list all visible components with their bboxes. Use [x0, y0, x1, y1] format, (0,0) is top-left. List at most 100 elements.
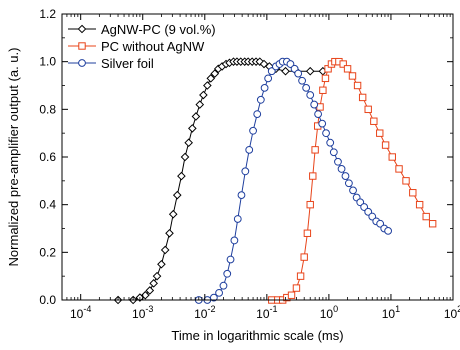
- circle-marker: [298, 76, 306, 85]
- diamond-marker: [210, 69, 220, 78]
- circle-marker: [322, 129, 330, 138]
- square-marker: [296, 272, 305, 280]
- square-marker: [300, 253, 308, 261]
- y-tick-label: 1.0: [39, 55, 56, 69]
- circle-marker: [344, 179, 353, 188]
- diamond-marker: [195, 100, 205, 109]
- square-marker: [364, 105, 372, 114]
- square-marker: [376, 129, 384, 137]
- x-tick-label: 10-1: [256, 304, 277, 321]
- legend-diamond-marker: [77, 24, 87, 34]
- diamond-marker: [199, 90, 208, 100]
- diamond-marker: [172, 190, 182, 200]
- diamond-marker: [188, 124, 197, 133]
- legend-circle-marker: [78, 59, 86, 67]
- square-marker: [321, 74, 330, 83]
- circle-marker: [260, 83, 269, 92]
- circle-marker: [341, 172, 350, 180]
- y-tick-label: 0.8: [39, 102, 56, 116]
- x-tick-label: 102: [444, 304, 460, 321]
- circle-marker: [384, 226, 393, 235]
- x-tick-label: 101: [382, 304, 400, 321]
- square-marker: [303, 229, 312, 237]
- square-marker: [292, 284, 301, 292]
- square-marker: [358, 93, 367, 102]
- square-marker: [348, 72, 357, 80]
- legend-label: Silver foil: [101, 56, 154, 71]
- square-marker: [395, 165, 403, 173]
- y-tick-label: 1.2: [39, 7, 56, 21]
- data-layer: [113, 57, 437, 305]
- x-tick-label: 10-3: [132, 304, 153, 321]
- x-tick-label: 10-4: [70, 304, 91, 321]
- y-tick-label: 0.6: [39, 150, 56, 164]
- square-marker: [422, 212, 430, 221]
- circle-marker: [264, 74, 273, 83]
- circle-marker: [318, 119, 327, 128]
- circle-marker: [286, 60, 295, 68]
- square-marker: [409, 189, 417, 197]
- square-marker: [415, 200, 424, 209]
- diamond-marker: [145, 286, 155, 295]
- square-marker: [428, 220, 437, 228]
- axis-layer: 10-4 10-3 10-2 10-1 100 101 102 0.0 0.2 0.4 0.6 0.8…: [6, 7, 460, 343]
- square-marker: [309, 172, 317, 180]
- diamond-marker: [177, 171, 186, 181]
- diamond-marker: [168, 209, 178, 219]
- square-marker: [388, 153, 396, 161]
- square-marker: [343, 65, 352, 73]
- square-marker: [319, 86, 327, 94]
- circle-marker: [245, 145, 254, 154]
- diamond-marker: [281, 66, 290, 76]
- x-tick-label: 100: [320, 304, 338, 321]
- circle-marker: [267, 67, 276, 76]
- y-axis-title: Normalized pre-amplifier output (a. u.): [6, 48, 21, 267]
- square-marker: [402, 177, 410, 185]
- circle-marker: [326, 138, 335, 147]
- y-tick-label: 0.2: [39, 245, 56, 259]
- circle-marker: [334, 157, 342, 166]
- diamond-marker: [184, 138, 193, 148]
- diamond-marker: [165, 228, 174, 238]
- circle-marker: [256, 95, 265, 104]
- diamond-marker: [180, 152, 190, 162]
- circle-marker: [329, 148, 338, 157]
- diamond-marker: [152, 271, 162, 281]
- diamond-marker: [149, 279, 158, 288]
- circle-marker: [237, 191, 246, 200]
- circle-marker: [314, 110, 323, 118]
- diamond-marker: [305, 66, 315, 76]
- square-marker: [353, 81, 362, 90]
- circle-marker: [349, 186, 357, 195]
- circle-marker: [294, 69, 303, 78]
- circle-marker: [302, 83, 311, 92]
- circle-marker: [249, 126, 257, 135]
- square-marker: [306, 200, 314, 209]
- square-marker: [339, 60, 347, 68]
- legend-label: PC without AgNW: [101, 39, 205, 54]
- diamond-marker: [206, 74, 216, 83]
- circle-marker: [306, 91, 315, 99]
- legend-square-marker: [78, 42, 86, 50]
- diamond-marker: [160, 245, 170, 255]
- circle-marker: [209, 293, 218, 302]
- circle-marker: [223, 269, 232, 278]
- square-marker: [381, 141, 390, 149]
- circle-marker: [230, 236, 239, 245]
- square-marker: [287, 291, 296, 299]
- square-marker: [311, 146, 319, 154]
- circle-marker: [226, 255, 235, 264]
- square-marker: [370, 117, 378, 125]
- x-axis-title: Time in logarithmic scale (ms): [171, 328, 343, 343]
- x-tick-label: 10-2: [194, 304, 215, 321]
- legend: AgNW-PC (9 vol.%) PC without AgNW Silver f…: [68, 22, 216, 71]
- y-tick-label: 0.0: [39, 293, 56, 307]
- circle-marker: [310, 100, 319, 109]
- series-line: [118, 61, 323, 301]
- circle-marker: [253, 110, 262, 118]
- circle-marker: [233, 215, 242, 223]
- diamond-marker: [157, 259, 166, 269]
- circle-marker: [215, 288, 223, 297]
- circle-marker: [337, 165, 346, 173]
- circle-marker: [219, 281, 228, 290]
